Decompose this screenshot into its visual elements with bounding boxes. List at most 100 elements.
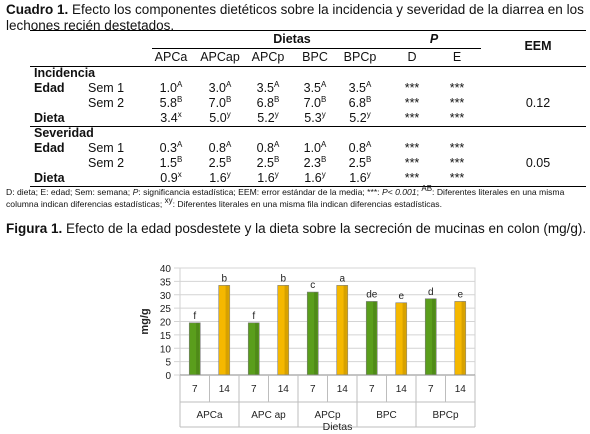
header-p: P (429, 32, 439, 46)
y-tick-label: 25 (160, 304, 172, 315)
p-value: *** (404, 111, 420, 125)
table-value: 2.5B (208, 154, 232, 170)
header-bottom-rule (30, 66, 586, 67)
section-divider (30, 126, 586, 127)
bar-shade (373, 301, 377, 375)
table-value: 6.8B (256, 94, 280, 110)
col-header-d: D (407, 50, 417, 64)
table-value: 0.8A (208, 139, 232, 155)
x-group-label: APC ap (251, 410, 286, 421)
table-value: 3.5A (348, 79, 372, 95)
y-tick-label: 20 (160, 318, 172, 329)
table-value: 1.0A (159, 79, 183, 95)
table-value: 2.5B (348, 154, 372, 170)
table-value: 1.6y (304, 169, 326, 185)
note-p-symbol: P (132, 187, 139, 197)
row-label: Sem 2 (88, 156, 125, 170)
y-tick-label: 40 (160, 264, 172, 275)
bar-letter-label: b (280, 273, 286, 284)
bar-shade (255, 322, 259, 375)
table-bottom-rule (30, 186, 586, 187)
note-part4: : Diferentes literales en una misma colu… (6, 187, 565, 209)
table-value: 0.8A (348, 139, 372, 155)
table-value: 3.5A (303, 79, 327, 95)
x-group-label: BPC (376, 410, 397, 421)
table-value: 1.0A (303, 139, 327, 155)
bar-shade (314, 292, 318, 375)
note-xy-sup: xy (164, 195, 173, 205)
table-value: 5.3y (304, 109, 326, 125)
table-value: 3.5A (256, 79, 280, 95)
bar-letter-label: a (339, 273, 345, 284)
table-value: 1.6y (209, 169, 231, 185)
x-sub-tick-label: 14 (278, 384, 290, 395)
results-table: Dietas P EEM APCa APCap APCp BPC BPCp D E Incidenc… (30, 30, 586, 188)
y-tick-label: 0 (165, 371, 171, 382)
y-tick-label: 5 (165, 358, 171, 369)
note-part3: ; (416, 187, 422, 197)
x-sub-tick-label: 7 (369, 384, 375, 395)
p-value: *** (449, 81, 465, 95)
bar-letter-label: de (366, 289, 378, 300)
x-axis-label: Dietas (323, 421, 353, 433)
y-tick-label: 10 (160, 344, 172, 355)
p-value: *** (404, 96, 420, 110)
table-caption-label: Cuadro 1. (6, 2, 69, 17)
note-part1: D: dieta; E: edad; Sem: semana; (6, 187, 133, 197)
table-value: 2.5B (256, 154, 280, 170)
p-value: *** (449, 171, 465, 185)
p-value: *** (449, 156, 465, 170)
bar-shade (284, 285, 288, 375)
col-header-bpc: BPC (302, 50, 328, 64)
bar-shade (461, 301, 465, 375)
bar-letter-label: f (252, 311, 255, 322)
note-part2: : significancia estadística; EEM: error … (138, 187, 382, 197)
bar-shade (225, 285, 229, 375)
table-value: 3.0A (208, 79, 232, 95)
p-value: *** (404, 81, 420, 95)
x-sub-tick-label: 14 (455, 384, 467, 395)
table-value: 5.8B (159, 94, 183, 110)
bar-shade (402, 302, 406, 375)
table-value: 7.0B (208, 94, 232, 110)
figure-caption: Figura 1. Efecto de la edad posdestete y… (6, 221, 588, 237)
p-value: *** (404, 141, 420, 155)
col-header-bpcp: BPCp (343, 50, 377, 64)
table-value: 1.6y (257, 169, 279, 185)
table-value: 5.0y (209, 109, 231, 125)
bar-letter-label: b (221, 273, 227, 284)
table-caption: Cuadro 1. Efecto los componentes dietéti… (6, 2, 588, 34)
x-group-label: APCp (314, 410, 341, 421)
table-value: 2.3B (303, 154, 327, 170)
table-value: 3.4x (160, 109, 182, 125)
section-title: Incidencia (34, 66, 96, 80)
table-value: 0.8A (256, 139, 280, 155)
p-value: *** (449, 141, 465, 155)
bar-letter-label: d (428, 287, 434, 298)
table-value: 6.8B (348, 94, 372, 110)
bar-letter-label: e (457, 289, 463, 300)
header-dietas: Dietas (273, 32, 311, 46)
figure-caption-text: Efecto de la edad posdestete y la dieta … (66, 221, 587, 236)
col-header-apca: APCa (154, 50, 188, 64)
p-value: *** (404, 171, 420, 185)
table-top-rule (30, 30, 586, 31)
table-note: D: dieta; E: edad; Sem: semana; P: signi… (6, 185, 590, 210)
x-sub-tick-label: 7 (192, 384, 198, 395)
col-header-apcp: APCp (251, 50, 285, 64)
table-value: 1.6y (349, 169, 371, 185)
row-label: Sem 2 (88, 96, 125, 110)
note-part5: : Diferentes literales en una misma fila… (172, 198, 442, 209)
x-group-label: BPCp (432, 410, 459, 421)
header-eem: EEM (524, 39, 552, 53)
table-value: 7.0B (303, 94, 327, 110)
mucin-bar-chart: 0 5 10 15 20 25 30 35 40 mg/g f 7 b 14 APCa f 7 b 14 APC ap… (139, 264, 476, 433)
p-value: *** (449, 111, 465, 125)
p-value: *** (404, 156, 420, 170)
row-label: Sem 1 (88, 141, 125, 155)
table-value: 5.2y (349, 109, 371, 125)
p-rule (392, 48, 481, 49)
table-value: 1.5B (159, 154, 183, 170)
p-value: *** (449, 96, 465, 110)
bar-shade (343, 285, 347, 375)
